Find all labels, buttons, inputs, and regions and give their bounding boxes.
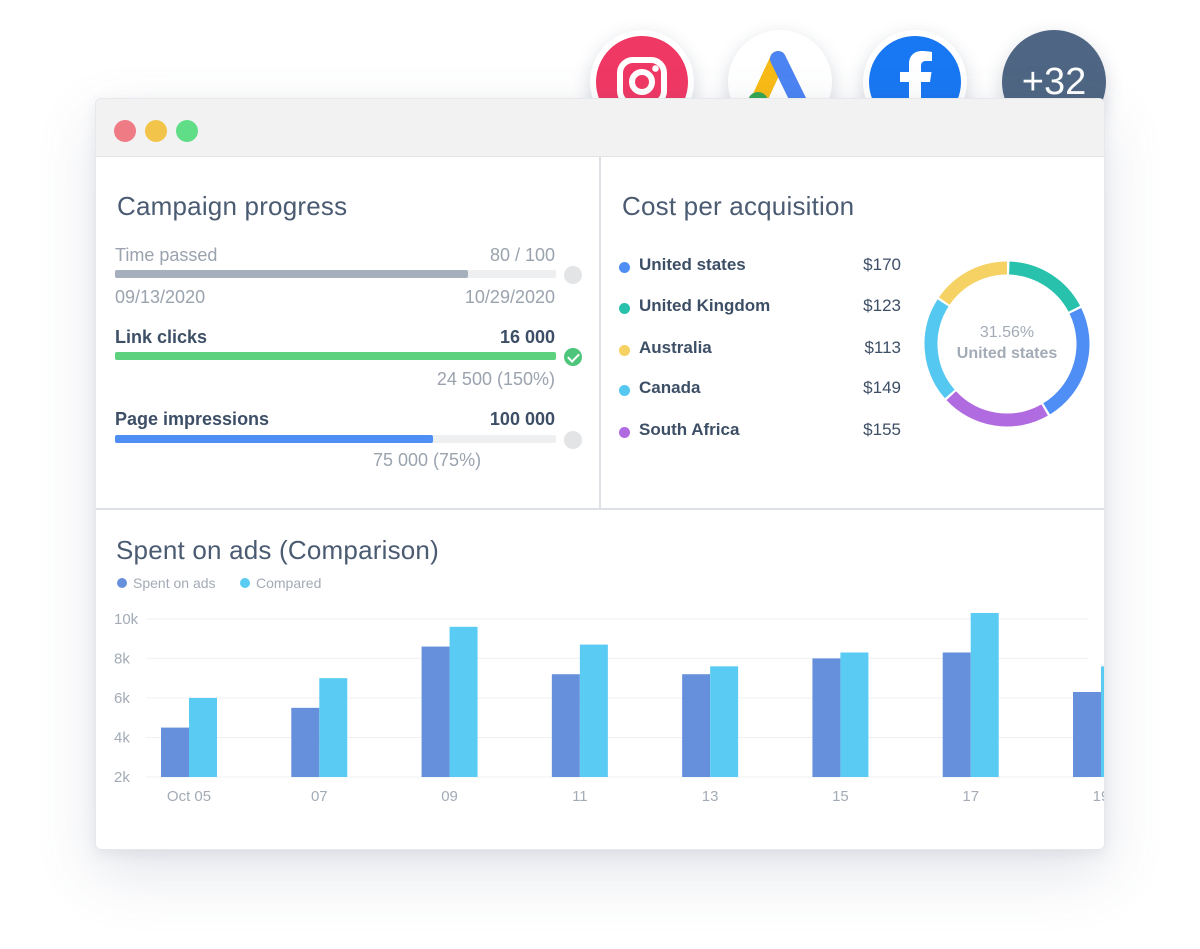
bar-spent-on-ads[interactable] bbox=[421, 646, 450, 777]
dashboard-window: Campaign progress Time passed 80 / 100 0… bbox=[95, 98, 1105, 850]
bar-compared[interactable] bbox=[970, 612, 999, 777]
window-close-button[interactable] bbox=[114, 120, 136, 142]
cpa-value: $170 bbox=[863, 255, 901, 274]
check-circle-icon bbox=[564, 348, 582, 366]
bar-spent-on-ads[interactable] bbox=[942, 652, 971, 777]
legend-label: Compared bbox=[256, 575, 322, 591]
cpa-value: $123 bbox=[863, 296, 901, 315]
x-tick-label: 17 bbox=[962, 788, 979, 805]
window-minimize-button[interactable] bbox=[145, 120, 167, 142]
link-clicks-value: 16 000 bbox=[499, 327, 555, 347]
link-clicks-track bbox=[115, 352, 556, 360]
cpa-country: South Africa bbox=[639, 420, 740, 439]
cpa-title: Cost per acquisition bbox=[622, 191, 855, 221]
bar-compared[interactable] bbox=[189, 697, 217, 777]
legend-compared[interactable]: Compared bbox=[240, 575, 321, 591]
legend-dot bbox=[619, 303, 630, 314]
donut-country: United states bbox=[956, 345, 1058, 362]
donut-segment-united-kingdom[interactable] bbox=[1008, 261, 1081, 312]
x-tick-label: 09 bbox=[441, 788, 458, 805]
page-impressions-total: 75 000 (75%) bbox=[373, 450, 482, 470]
bar-spent-on-ads[interactable] bbox=[1073, 692, 1101, 777]
donut-segment-united-states[interactable] bbox=[1043, 307, 1090, 415]
window-titlebar bbox=[96, 99, 1104, 157]
x-tick-label: 19 bbox=[1093, 788, 1105, 805]
donut-segment-south-africa[interactable] bbox=[946, 391, 1048, 427]
legend-dot bbox=[619, 427, 630, 438]
donut-center-label: 31.56% United states bbox=[922, 324, 1092, 363]
campaign-progress-title: Campaign progress bbox=[117, 191, 348, 221]
cpa-row-canada: Canada $149 bbox=[619, 378, 901, 402]
bar-compared[interactable] bbox=[1101, 666, 1105, 777]
time-passed-bar bbox=[115, 270, 468, 278]
cpa-donut-chart[interactable] bbox=[922, 259, 1092, 429]
cpa-value: $155 bbox=[863, 420, 901, 439]
y-tick-label: 4k bbox=[114, 729, 130, 746]
legend-label: Spent on ads bbox=[133, 575, 216, 591]
cpa-value: $113 bbox=[864, 338, 901, 357]
window-maximize-button[interactable] bbox=[176, 120, 198, 142]
legend-dot bbox=[117, 578, 127, 588]
cpa-row-australia: Australia $113 bbox=[619, 338, 901, 362]
bar-spent-on-ads[interactable] bbox=[551, 674, 580, 777]
spent-on-ads-title: Spent on ads (Comparison) bbox=[116, 535, 439, 565]
bar-compared[interactable] bbox=[710, 666, 739, 777]
cpa-country: Australia bbox=[639, 338, 712, 357]
cpa-row-united-states: United states $170 bbox=[619, 255, 901, 279]
link-clicks-bar bbox=[115, 352, 556, 360]
page-impressions-status-icon bbox=[564, 431, 582, 449]
time-passed-value: 80 / 100 bbox=[489, 245, 555, 265]
time-passed-track bbox=[115, 270, 556, 278]
donut-segment-canada[interactable] bbox=[924, 299, 955, 399]
spent-on-ads-bar-chart: 2k 4k 6k 8k 10k Oct 05 07 09 11 13 15 17 19 bbox=[114, 611, 1104, 805]
campaign-end-date: 10/29/2020 bbox=[464, 287, 555, 307]
time-passed-label: Time passed bbox=[115, 245, 218, 265]
donut-percent: 31.56% bbox=[979, 324, 1035, 341]
cpa-row-united-kingdom: United Kingdom $123 bbox=[619, 296, 901, 320]
legend-spent-on-ads[interactable]: Spent on ads bbox=[117, 575, 216, 591]
x-tick-label: 11 bbox=[572, 788, 588, 805]
campaign-start-date: 09/13/2020 bbox=[115, 287, 206, 307]
bar-spent-on-ads[interactable] bbox=[812, 658, 841, 777]
cpa-country: United states bbox=[639, 255, 746, 274]
link-clicks-total: 24 500 (150%) bbox=[436, 369, 555, 389]
x-tick-label: 07 bbox=[311, 788, 328, 805]
page-impressions-label: Page impressions bbox=[115, 409, 270, 429]
bar-compared[interactable] bbox=[579, 644, 608, 777]
more-integrations-count: +32 bbox=[1021, 60, 1087, 103]
bar-compared[interactable] bbox=[319, 678, 348, 777]
cpa-row-south-africa: South Africa $155 bbox=[619, 420, 901, 444]
page-impressions-track bbox=[115, 435, 556, 443]
bar-spent-on-ads[interactable] bbox=[291, 707, 320, 777]
y-tick-label: 8k bbox=[114, 650, 130, 667]
page-impressions-bar bbox=[115, 435, 433, 443]
cpa-value: $149 bbox=[863, 378, 901, 397]
legend-dot bbox=[240, 578, 250, 588]
panel-divider-vertical bbox=[599, 157, 601, 509]
bar-compared[interactable] bbox=[840, 652, 869, 777]
y-tick-label: 10k bbox=[114, 611, 139, 628]
time-passed-status-icon bbox=[564, 266, 582, 284]
legend-dot bbox=[619, 345, 630, 356]
bar-spent-on-ads[interactable] bbox=[682, 674, 711, 777]
legend-dot bbox=[619, 385, 630, 396]
x-tick-label: Oct 05 bbox=[167, 788, 211, 805]
legend-dot bbox=[619, 262, 630, 273]
page-impressions-value: 100 000 bbox=[489, 409, 555, 429]
x-tick-label: 13 bbox=[702, 788, 719, 805]
donut-segment-australia[interactable] bbox=[938, 261, 1008, 305]
y-tick-label: 6k bbox=[114, 690, 130, 707]
bar-compared[interactable] bbox=[449, 626, 478, 777]
cpa-country: Canada bbox=[639, 378, 701, 397]
y-tick-label: 2k bbox=[114, 769, 130, 786]
bar-spent-on-ads[interactable] bbox=[161, 727, 189, 777]
cpa-country: United Kingdom bbox=[639, 296, 771, 315]
link-clicks-label: Link clicks bbox=[115, 327, 208, 347]
panel-divider-horizontal bbox=[96, 508, 1104, 510]
x-tick-label: 15 bbox=[832, 788, 849, 805]
